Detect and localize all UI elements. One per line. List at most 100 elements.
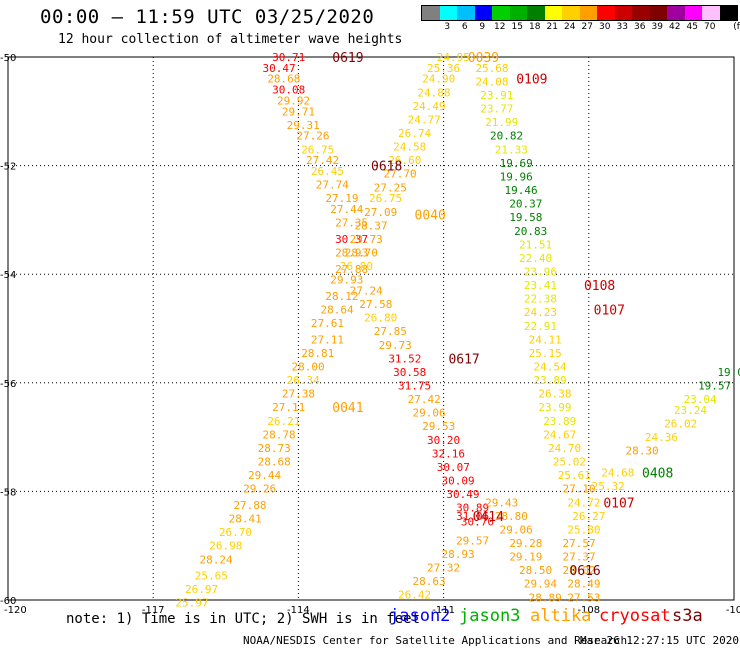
wave-height-value: 19.58: [509, 211, 542, 224]
pass-time-label: 0107: [594, 303, 625, 318]
legend-label: 24: [564, 22, 576, 32]
wave-height-value: 29.19: [509, 551, 542, 564]
legend-swatch: [509, 6, 527, 20]
legend-swatch: [719, 6, 737, 20]
wave-height-value: 25.02: [553, 456, 586, 469]
x-tick-label: -114: [287, 605, 310, 616]
wave-height-value: 30.70: [461, 515, 494, 528]
wave-height-value: 29.06: [500, 523, 533, 536]
wave-height-value: 28.89: [529, 591, 562, 604]
wave-height-value: 27.19: [325, 192, 358, 205]
wave-height-value: 24.77: [408, 113, 441, 126]
wave-height-value: 28.37: [354, 219, 387, 232]
pass-labels: 0619 0109 0039 0618 0040 0108 0107 0617 0041 0408…: [332, 51, 673, 579]
y-tick-label: -56: [0, 379, 16, 390]
wave-height-value: 27.58: [359, 298, 392, 311]
legend-label: 12: [494, 22, 506, 32]
pass-time-label: 0408: [642, 466, 673, 481]
wave-height-value: 31.52: [388, 352, 421, 365]
data-points: 30.7130.4728.6830.0829.9229.7129.3127.26…: [175, 51, 740, 610]
x-tick-label: -10: [726, 605, 740, 616]
wave-height-value: 22.38: [524, 293, 557, 306]
wave-height-value: 24.88: [417, 86, 450, 99]
legend-swatch: [684, 6, 702, 20]
legend-swatch: [649, 6, 667, 20]
footnote: note: 1) Time is in UTC; 2) SWH is in fe…: [66, 611, 421, 627]
wave-height-value: 29.94: [524, 578, 557, 591]
wave-height-value: 29.26: [243, 483, 276, 496]
x-tick-label: -111: [432, 605, 455, 616]
wave-height-value: 21.99: [485, 116, 518, 129]
legend-swatch: [527, 6, 545, 20]
wave-height-value: 31.75: [398, 380, 431, 393]
wave-height-value: 24.70: [548, 442, 581, 455]
legend-swatch: [667, 6, 685, 20]
wave-height-value: 28.73: [258, 442, 291, 455]
wave-height-value: 25.36: [427, 62, 460, 75]
wave-height-value: 21.51: [519, 238, 552, 251]
wave-height-value: 25.32: [592, 480, 625, 493]
grid-lines: [8, 57, 734, 600]
wave-height-value: 27.25: [374, 181, 407, 194]
wave-height-value: 26.27: [572, 510, 605, 523]
pass-time-label: 0107: [603, 496, 634, 511]
wave-height-value: 24.36: [645, 431, 678, 444]
wave-height-value: 26.80: [364, 312, 397, 325]
wave-height-value: 22.40: [519, 252, 552, 265]
pass-time-label: 0109: [516, 73, 547, 88]
wave-height-value: 31.06: [456, 510, 489, 523]
credit-line: NOAA/NESDIS Center for Satellite Applica…: [243, 634, 628, 647]
legend-swatch: [492, 6, 510, 20]
pass-time-label: 0414: [473, 510, 504, 525]
wave-height-value: 29.43: [485, 496, 518, 509]
wave-height-value: 26.60: [388, 154, 421, 167]
wave-height-value: 22.91: [524, 320, 557, 333]
pass-time-label: 0616: [569, 564, 600, 579]
legend-label: 70: [704, 22, 716, 32]
wave-height-value: 19.69: [500, 157, 533, 170]
wave-height-value: 27.44: [330, 203, 363, 216]
x-tick-label: -108: [577, 605, 600, 616]
wave-height-value: 28.24: [200, 553, 233, 566]
legend-label: 27: [581, 22, 593, 32]
y-tick-label: -52: [0, 162, 16, 173]
wave-height-value: 27.37: [563, 551, 596, 564]
pass-time-label: 0040: [415, 208, 446, 223]
legend-swatch: [562, 6, 580, 20]
wave-height-value: 30.09: [442, 475, 475, 488]
wave-height-value: 27.74: [316, 179, 349, 192]
legend-label: 42: [669, 22, 681, 32]
wave-height-value: 29.73: [379, 339, 412, 352]
wave-height-value: 25.15: [529, 347, 562, 360]
wave-height-value: 29.92: [277, 94, 310, 107]
legend-label: 36: [634, 22, 646, 32]
wave-height-value: 28.12: [325, 290, 358, 303]
pass-time-label: 0617: [448, 352, 479, 367]
wave-height-value: 28.30: [625, 445, 658, 458]
wave-height-value: 28.93: [335, 246, 368, 259]
wave-height-value: 20.83: [514, 225, 547, 238]
wave-height-value: 23.24: [674, 404, 707, 417]
wave-height-value: 32.16: [432, 447, 465, 460]
wave-height-value: 26.34: [287, 374, 320, 387]
wave-height-value: 30.71: [272, 51, 305, 64]
wave-height-value: 23.91: [480, 89, 513, 102]
legend-label: 30: [599, 22, 611, 32]
wave-height-value: 30.20: [427, 434, 460, 447]
wave-height-value: 26.98: [209, 540, 242, 553]
wave-height-value: 26.97: [185, 583, 218, 596]
wave-height-value: 26.38: [538, 388, 571, 401]
wave-height-value: 27.38: [282, 388, 315, 401]
legend-label: 9: [479, 22, 486, 32]
wave-height-value: 29.31: [287, 119, 320, 132]
legend-swatch: [422, 6, 440, 20]
satellite-cryosat: cryosat: [599, 606, 671, 626]
wave-height-value: 25.80: [567, 523, 600, 536]
wave-height-value: 24.58: [393, 141, 426, 154]
wave-height-value: 27.57: [563, 537, 596, 550]
wave-height-value: 27.10: [563, 483, 596, 496]
wave-height-value: 28.93: [442, 548, 475, 561]
legend-label: 6: [461, 22, 468, 32]
wave-height-value: 27.85: [374, 325, 407, 338]
